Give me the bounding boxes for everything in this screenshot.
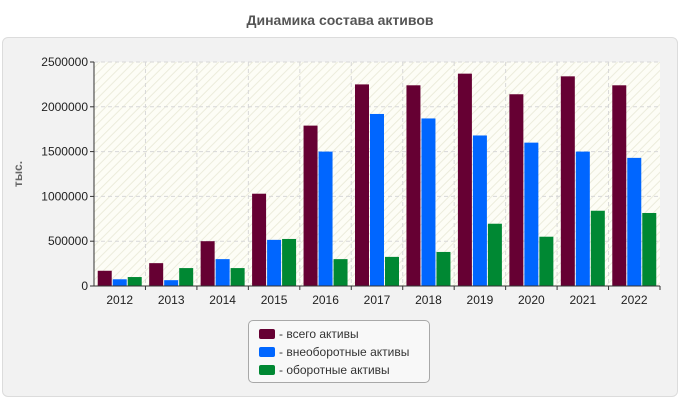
x-tick-label: 2022 bbox=[621, 293, 648, 307]
bar-0-2016 bbox=[303, 125, 318, 286]
chart-title: Динамика состава активов bbox=[246, 12, 434, 28]
bar-0-2012 bbox=[97, 270, 112, 286]
bar-1-2015 bbox=[267, 239, 282, 286]
bar-0-2015 bbox=[252, 193, 267, 286]
bar-0-2019 bbox=[457, 73, 472, 286]
bar-2-2014 bbox=[230, 268, 245, 286]
legend-item-current: - оборотные активы bbox=[259, 361, 429, 379]
legend-swatch-total bbox=[259, 329, 275, 339]
bar-2-2020 bbox=[539, 236, 554, 286]
y-tick-label: 1500000 bbox=[41, 145, 88, 159]
bar-2-2013 bbox=[179, 268, 194, 286]
legend-label-noncurrent: - внеоборотные активы bbox=[279, 345, 410, 359]
x-tick-label: 2016 bbox=[312, 293, 339, 307]
legend-item-noncurrent: - внеоборотные активы bbox=[259, 343, 429, 361]
axes bbox=[90, 61, 661, 290]
bar-2-2022 bbox=[642, 212, 657, 286]
x-tick-label: 2021 bbox=[569, 293, 596, 307]
bar-2-2021 bbox=[590, 210, 605, 286]
bar-0-2021 bbox=[560, 76, 575, 286]
bars-group bbox=[97, 73, 657, 287]
x-tick-label: 2013 bbox=[158, 293, 185, 307]
legend: - всего активы - внеоборотные активы - о… bbox=[248, 320, 430, 383]
bar-2-2019 bbox=[487, 223, 502, 286]
y-axis-label: тыс. bbox=[11, 161, 25, 187]
legend-swatch-noncurrent bbox=[259, 347, 275, 357]
legend-item-total: - всего активы bbox=[259, 325, 429, 343]
bar-2-2015 bbox=[282, 238, 297, 286]
bar-2-2016 bbox=[333, 259, 348, 286]
x-tick-label: 2017 bbox=[364, 293, 391, 307]
bar-2-2018 bbox=[436, 251, 451, 286]
bar-1-2014 bbox=[215, 259, 230, 286]
x-tick-label: 2018 bbox=[415, 293, 442, 307]
bar-1-2022 bbox=[627, 157, 642, 286]
bar-1-2016 bbox=[318, 151, 333, 286]
legend-swatch-current bbox=[259, 365, 275, 375]
y-tick-label: 500000 bbox=[48, 234, 88, 248]
bar-0-2022 bbox=[612, 85, 627, 287]
x-tick-label: 2014 bbox=[209, 293, 236, 307]
x-tick-labels: 2012 2013 2014 2015 2016 2017 2018 2019 2020 2021… bbox=[106, 293, 648, 307]
y-tick-label: 2500000 bbox=[41, 55, 88, 69]
y-tick-label: 0 bbox=[81, 279, 88, 293]
x-tick-label: 2020 bbox=[518, 293, 545, 307]
bar-0-2017 bbox=[355, 84, 369, 287]
y-tick-label: 1000000 bbox=[41, 189, 88, 203]
bar-2-2017 bbox=[385, 256, 399, 286]
bar-2-2012 bbox=[127, 277, 142, 286]
bar-1-2019 bbox=[472, 135, 487, 286]
bar-1-2018 bbox=[421, 118, 436, 286]
x-tick-label: 2019 bbox=[467, 293, 494, 307]
bar-0-2018 bbox=[406, 85, 421, 287]
bar-0-2014 bbox=[200, 241, 215, 286]
y-tick-labels: 0 500000 1000000 1500000 2000000 2500000 bbox=[41, 55, 88, 293]
legend-label-total: - всего активы bbox=[279, 327, 359, 341]
x-tick-label: 2012 bbox=[106, 293, 133, 307]
bar-1-2012 bbox=[112, 279, 127, 286]
bar-0-2020 bbox=[509, 94, 524, 286]
bar-1-2020 bbox=[524, 142, 539, 286]
bar-1-2013 bbox=[164, 280, 179, 286]
x-tick-label: 2015 bbox=[261, 293, 288, 307]
legend-label-current: - оборотные активы bbox=[279, 363, 390, 377]
bar-0-2013 bbox=[149, 263, 164, 286]
bar-1-2021 bbox=[575, 151, 590, 286]
bar-1-2017 bbox=[370, 113, 384, 286]
y-tick-label: 2000000 bbox=[41, 100, 88, 114]
